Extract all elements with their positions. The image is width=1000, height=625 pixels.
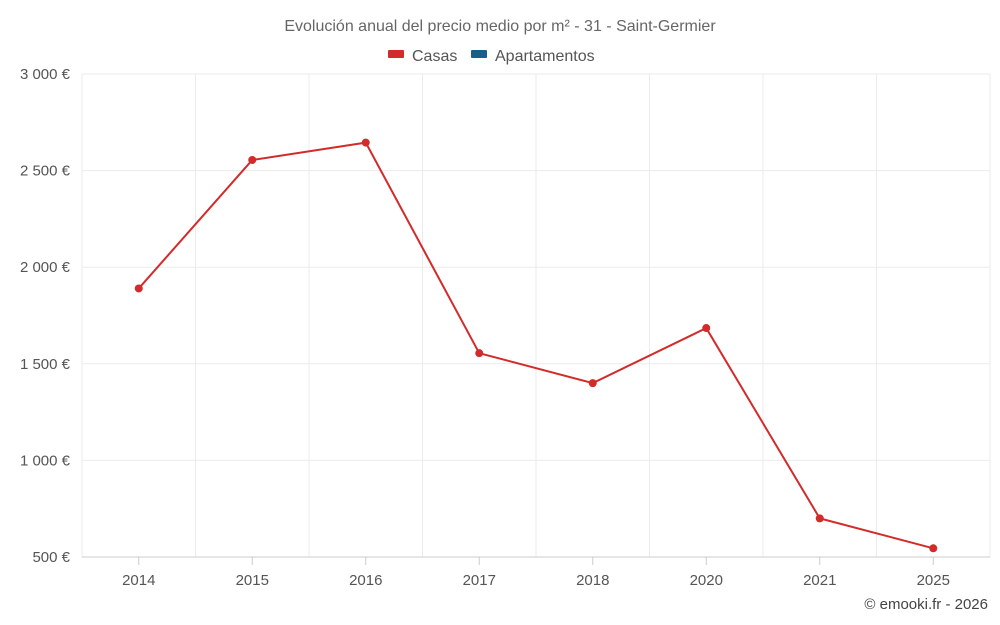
data-point[interactable] [134,284,143,293]
data-point[interactable] [475,349,484,358]
legend-label-apartamentos[interactable]: Apartamentos [495,48,595,65]
x-tick-label: 2021 [803,572,836,589]
data-point[interactable] [929,544,938,553]
y-tick-label: 2 000 € [20,259,71,276]
data-point[interactable] [815,514,824,523]
series-line-casas [138,141,934,550]
x-tick-label: 2018 [576,572,609,589]
y-axis: 500 € 1 000 € 1 500 € 2 000 € 2 500 € 3 000 € [20,66,71,566]
data-point[interactable] [248,155,257,164]
chart-title: Evolución anual del precio medio por m² … [284,18,716,35]
x-axis: 2014 2015 2016 2017 2018 2020 2021 2025 [122,557,950,589]
y-tick-label: 2 500 € [20,163,71,180]
data-point[interactable] [702,324,711,333]
gridlines [81,73,991,558]
legend-swatch-casas [388,50,404,58]
y-tick-label: 3 000 € [20,66,71,83]
x-tick-label: 2014 [122,572,155,589]
y-tick-label: 500 € [32,549,70,566]
credit: © emooki.fr - 2026 [864,596,988,613]
x-tick-label: 2015 [236,572,269,589]
x-tick-label: 2020 [690,572,723,589]
y-tick-label: 1 000 € [20,452,71,469]
data-point[interactable] [361,138,370,147]
y-tick-label: 1 500 € [20,356,71,373]
x-tick-label: 2025 [917,572,950,589]
data-point[interactable] [588,379,597,388]
series-casas [134,138,938,553]
legend-swatch-apartamentos [471,50,487,58]
legend-label-casas[interactable]: Casas [412,48,457,65]
legend: Casas Apartamentos [388,48,595,65]
x-tick-label: 2016 [349,572,382,589]
x-tick-label: 2017 [463,572,496,589]
